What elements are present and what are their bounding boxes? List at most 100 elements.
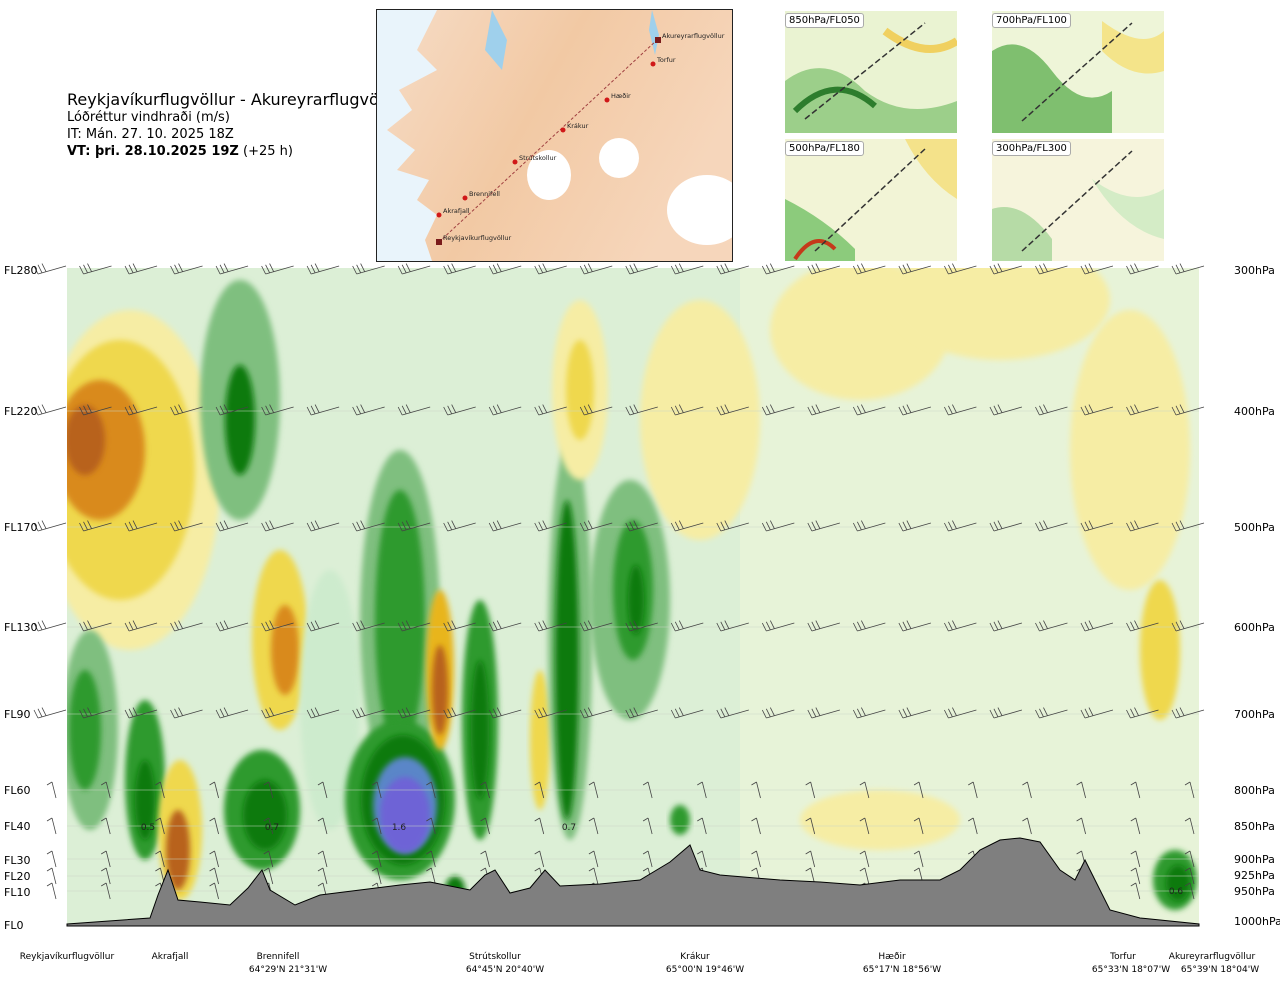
thumbnail-850hpa[interactable]: 850hPa/FL050 xyxy=(785,11,957,133)
wind-barb xyxy=(480,781,490,799)
thumbnail-700hpa[interactable]: 700hPa/FL100 xyxy=(992,11,1164,133)
peak-label: 0.7 xyxy=(562,823,576,833)
right-axis-tick: 1000hPa xyxy=(1234,915,1280,928)
valid-time-date: VT: þri. 28.10.2025 19Z xyxy=(67,144,239,159)
variable-label: Lóðréttur vindhraði (m/s) xyxy=(67,110,230,125)
wind-barb xyxy=(1171,707,1205,719)
wind-barb xyxy=(1126,404,1159,416)
wind-barb xyxy=(1130,867,1141,885)
map-point-label: Akureyrarflugvöllur xyxy=(662,32,725,40)
wind-barb xyxy=(761,404,795,416)
chart-header: Reykjavíkurflugvöllur - Akureyrarflugvöl… xyxy=(67,90,404,160)
glacier-langjokull xyxy=(527,150,571,200)
wind-barb xyxy=(261,404,294,416)
wind-barb xyxy=(853,404,886,416)
wind-barb xyxy=(352,263,385,275)
wind-barb xyxy=(751,850,761,868)
left-axis-tick: FL20 xyxy=(4,870,30,883)
downdraft-cell xyxy=(530,670,550,810)
downdraft-cell xyxy=(1140,580,1180,720)
map-point[interactable]: Akrafjall xyxy=(436,207,470,218)
updraft-core xyxy=(380,777,430,853)
map-point[interactable]: Akureyrarflugvöllur xyxy=(655,32,725,43)
wind-barb xyxy=(261,707,294,719)
map-point[interactable]: Reykjavíkurflugvöllur xyxy=(436,234,512,245)
wind-barb xyxy=(352,620,385,632)
wind-barb xyxy=(670,520,704,532)
wind-barb xyxy=(1130,781,1141,799)
thumbnail-500hpa[interactable]: 500hPa/FL180 xyxy=(785,139,957,261)
airport-marker xyxy=(436,239,442,245)
wind-barb xyxy=(807,404,840,416)
left-axis-tick: FL220 xyxy=(4,405,37,418)
station-name: Reykjavíkurflugvöllur xyxy=(20,952,115,962)
downdraft-cell xyxy=(890,268,1110,360)
map-point[interactable]: Krákur xyxy=(560,122,589,133)
wind-barb xyxy=(625,404,658,416)
station-coord: 65°17'N 18°56'W xyxy=(863,965,941,975)
wind-barb xyxy=(397,404,431,416)
wind-barb xyxy=(1130,850,1141,868)
left-axis: FL280 FL220 FL170 FL130 FL90 FL60 FL40 FL30 FL20… xyxy=(4,264,37,932)
wind-barb xyxy=(170,263,203,275)
wind-barb xyxy=(1126,620,1159,632)
peak-label: 1.6 xyxy=(392,823,407,833)
wind-barb xyxy=(1126,520,1159,532)
right-axis-tick: 900hPa xyxy=(1234,853,1275,866)
wind-barb xyxy=(1126,707,1159,719)
wind-barb xyxy=(534,404,567,416)
wind-barb xyxy=(588,867,599,885)
wind-barb xyxy=(805,781,816,799)
wind-barb xyxy=(716,404,749,416)
wind-barb xyxy=(100,850,111,868)
wind-barb xyxy=(807,263,840,275)
wind-barb xyxy=(1171,620,1205,632)
wind-barb xyxy=(588,781,599,799)
waypoint-marker xyxy=(462,195,468,201)
map-point[interactable]: Torfur xyxy=(650,56,676,67)
map-point[interactable]: Strútskollur xyxy=(512,154,557,165)
wind-barb xyxy=(625,620,658,632)
station-coord: 64°29'N 21°31'W xyxy=(249,965,327,975)
wind-barb xyxy=(716,520,749,532)
wind-barb xyxy=(642,850,653,868)
wind-barb xyxy=(944,620,977,632)
map-point[interactable]: Brennifell xyxy=(462,190,501,201)
wind-barb xyxy=(1130,882,1141,900)
wind-barb xyxy=(716,707,749,719)
updraft-cell xyxy=(135,760,155,840)
wind-barb xyxy=(397,707,431,719)
wind-barb xyxy=(1184,867,1195,885)
thumbnail-label: 850hPa/FL050 xyxy=(785,13,864,28)
route-line xyxy=(438,39,658,243)
wind-barb xyxy=(443,620,476,632)
wind-barb xyxy=(100,817,111,835)
map-point-label: Brennifell xyxy=(469,190,500,198)
peak-labels: 0.5 0.7 1.6 0.7 0.6 xyxy=(141,823,1184,897)
wind-barb xyxy=(100,867,111,885)
map-point[interactable]: Hæðir xyxy=(604,92,632,103)
peak-label: 0.7 xyxy=(265,823,279,833)
wind-barb xyxy=(1076,817,1087,835)
wind-barb xyxy=(913,781,924,799)
wind-barb xyxy=(1184,882,1195,900)
wind-barb xyxy=(968,781,978,799)
thumbnail-300hpa[interactable]: 300hPa/FL300 xyxy=(992,139,1164,261)
wind-barb xyxy=(534,817,545,835)
wind-barb xyxy=(898,620,931,632)
wind-barb xyxy=(697,817,707,835)
wind-barb xyxy=(488,520,522,532)
wind-barb xyxy=(317,781,328,799)
map-point-label: Reykjavíkurflugvöllur xyxy=(443,234,512,242)
wind-barb xyxy=(716,620,749,632)
wind-barb xyxy=(697,850,707,868)
downdraft-cell xyxy=(271,605,299,695)
wind-barb xyxy=(944,404,977,416)
wind-barb xyxy=(642,781,653,799)
wind-barb xyxy=(170,404,203,416)
wind-barb xyxy=(371,817,382,835)
route-map: Akureyrarflugvöllur Torfur Hæðir Krákur Strú… xyxy=(376,9,733,262)
wind-barb xyxy=(853,707,886,719)
airport-marker xyxy=(655,37,661,43)
wind-barb xyxy=(989,263,1023,275)
